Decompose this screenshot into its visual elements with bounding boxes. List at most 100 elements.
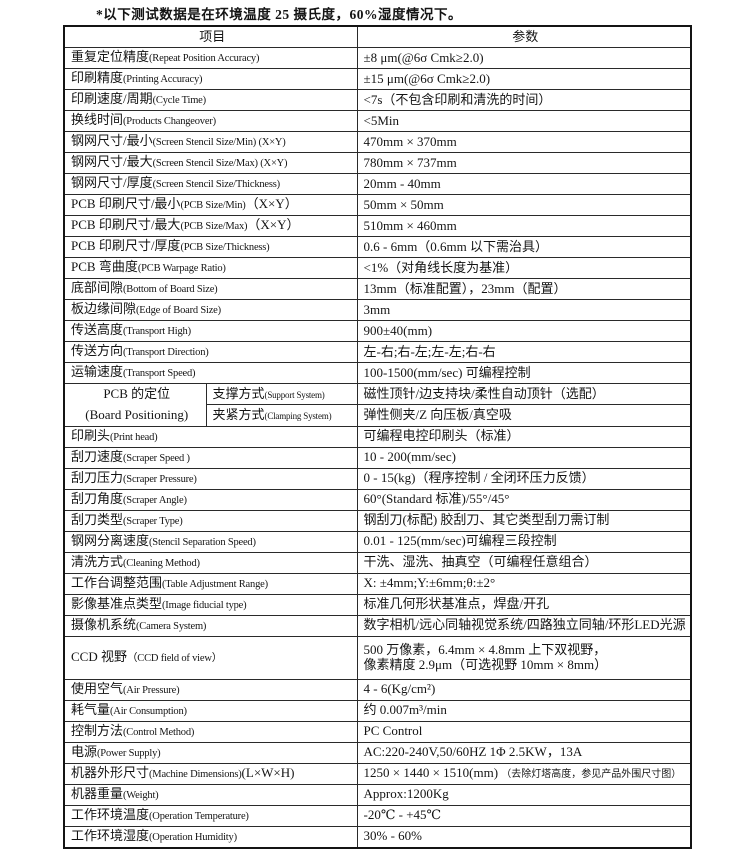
- spec-value: AC:220-240V,50/60HZ 1Φ 2.5KW，13A: [363, 744, 583, 760]
- spec-item-zh: 刮刀压力: [71, 470, 124, 486]
- table-row: CCD 视野（CCD field of view） 500 万像素，6.4mm ×…: [63, 635, 692, 680]
- spec-value-cell: 60°(Standard 标准)/55°/45°: [356, 488, 692, 511]
- spec-item-en: (Scraper Angle): [123, 495, 187, 507]
- spec-item-zh: 印刷头: [71, 428, 111, 444]
- spec-item-cell: 印刷头(Print head): [63, 425, 358, 448]
- spec-value: 20mm - 40mm: [363, 175, 441, 191]
- spec-item-cell: 刮刀角度(Scraper Angle): [63, 488, 358, 511]
- spec-item-en: (PCB Warpage Ratio): [137, 263, 226, 275]
- spec-item-en: (Screen Stencil Size/Min) (X×Y): [152, 137, 286, 149]
- spec-value-cell: 50mm × 50mm: [356, 194, 692, 216]
- spec-value-cell: 磁性顶针/边支持块/柔性自动顶针（选配）: [356, 382, 692, 406]
- spec-value-cell: ±8 μm(@6σ Cmk≥2.0): [356, 47, 692, 69]
- spec-value: PC Control: [363, 723, 423, 739]
- spec-value: 约 0.007m³/min: [363, 702, 447, 718]
- spec-value-cell: 0.01 - 125(mm/sec)可编程三段控制: [356, 530, 692, 553]
- spec-table: 项目 参数 重复定位精度(Repeat Position Accuracy) ±8…: [63, 25, 692, 849]
- table-row: 机器重量(Weight) Approx:1200Kg: [63, 783, 692, 806]
- spec-item-cell: 刮刀速度(Scraper Speed ): [63, 446, 358, 469]
- spec-item-en: (Operation Humidity): [149, 832, 237, 844]
- table-row: 钢网尺寸/最大(Screen Stencil Size/Max) (X×Y) 78…: [63, 152, 692, 174]
- spec-value: 3mm: [363, 301, 391, 317]
- spec-item-cell: 钢网尺寸/最大(Screen Stencil Size/Max) (X×Y): [63, 152, 358, 174]
- spec-item-zh: 重复定位精度: [71, 49, 150, 65]
- spec-item-en: (Control Method): [123, 727, 195, 739]
- spec-value-cell: 左-右;右-左;左-左;右-右: [356, 341, 692, 363]
- spec-item-cell: 影像基准点类型(Image fiducial type): [63, 593, 358, 616]
- group-label-line1: PCB 的定位: [103, 386, 171, 401]
- spec-value-cell: 标准几何形状基准点，焊盘/开孔: [356, 593, 692, 616]
- spec-item-en: (Scraper Speed ): [123, 453, 190, 465]
- spec-item-zh: PCB 印刷尺寸/厚度: [71, 238, 181, 254]
- spec-value: 780mm × 737mm: [363, 154, 457, 170]
- table-row: 印刷头(Print head) 可编程电控印刷头（标准）: [63, 425, 692, 448]
- spec-item-cell: 夹紧方式(Clamping System): [205, 404, 358, 427]
- spec-item-zh: 刮刀角度: [71, 491, 124, 507]
- spec-item-zh: PCB 印刷尺寸/最小: [71, 196, 181, 212]
- spec-item-zh: 传送方向: [71, 343, 124, 359]
- table-row: 工作环境湿度(Operation Humidity) 30% - 60%: [63, 825, 692, 849]
- spec-item-zh: 工作环境湿度: [71, 828, 150, 844]
- spec-value: 标准几何形状基准点，焊盘/开孔: [363, 596, 550, 612]
- spec-value: 900±40(mm): [363, 322, 433, 338]
- table-row: 钢网尺寸/厚度(Screen Stencil Size/Thickness) 20…: [63, 173, 692, 195]
- spec-value: 左-右;右-左;左-左;右-右: [363, 343, 496, 359]
- spec-item-zh: 印刷精度: [71, 70, 124, 86]
- spec-value-cell: 10 - 200(mm/sec): [356, 446, 692, 469]
- table-row: 传送方向(Transport Direction) 左-右;右-左;左-左;右-右: [63, 341, 692, 363]
- spec-value: 10 - 200(mm/sec): [363, 449, 456, 465]
- spec-item-zh: 印刷速度/周期: [71, 91, 153, 107]
- spec-item-cell: 运输速度(Transport Speed): [63, 362, 358, 384]
- table-row: 换线时间(Products Changeover) <5Min: [63, 110, 692, 132]
- spec-item-en: (Printing Accuracy): [123, 74, 203, 86]
- spec-item-en: (Clamping System): [264, 410, 332, 421]
- spec-value-cell: 780mm × 737mm: [356, 152, 692, 174]
- spec-item-cell: 钢网尺寸/最小(Screen Stencil Size/Min) (X×Y): [63, 131, 358, 153]
- test-conditions-note: *以下测试数据是在环境温度 25 摄氏度，60%湿度情况下。: [96, 7, 462, 22]
- spec-item-zh: 夹紧方式: [212, 406, 265, 422]
- spec-value-cell: 13mm（标准配置），23mm（配置）: [356, 278, 692, 300]
- spec-item-en: (Screen Stencil Size/Thickness): [152, 179, 281, 191]
- spec-item-en: (Products Changeover): [123, 116, 216, 128]
- spec-item-en: (PCB Size/Thickness): [180, 242, 270, 254]
- spec-item-zh: 刮刀类型: [71, 512, 124, 528]
- spec-item-zh: 底部间隙: [71, 280, 124, 296]
- spec-value-cell: 可编程电控印刷头（标准）: [356, 425, 692, 448]
- spec-item-cell: 工作台调整范围(Table Adjustment Range): [63, 572, 358, 595]
- spec-item-cell: 印刷速度/周期(Cycle Time): [63, 89, 358, 111]
- spec-item-zh: 控制方法: [71, 723, 124, 739]
- spec-item-zh: 支撑方式: [212, 385, 265, 401]
- table-row: PCB 弯曲度(PCB Warpage Ratio) <1%（对角线长度为基准）: [63, 257, 692, 279]
- spec-value: 数字相机/远心同轴视觉系统/四路独立同轴/环形LED光源: [363, 617, 686, 633]
- table-row: 印刷速度/周期(Cycle Time) <7s（不包含印刷和清洗的时间）: [63, 89, 692, 111]
- spec-item-zh: 板边缘间隙: [71, 301, 137, 317]
- table-row: PCB 印刷尺寸/最大(PCB Size/Max)（X×Y） 510mm × 46…: [63, 215, 692, 237]
- spec-item-en: (Support System): [264, 389, 325, 400]
- table-row: 板边缘间隙(Edge of Board Size) 3mm: [63, 299, 692, 321]
- spec-item-zh: 清洗方式: [71, 554, 124, 570]
- spec-value: 磁性顶针/边支持块/柔性自动顶针（选配）: [363, 385, 605, 401]
- spec-value-cell: <7s（不包含印刷和清洗的时间）: [356, 89, 692, 111]
- spec-value-cell: 4 - 6(Kg/cm²): [356, 678, 692, 701]
- table-row: 摄像机系统(Camera System) 数字相机/远心同轴视觉系统/四路独立同轴…: [63, 614, 692, 637]
- spec-item-cell: 板边缘间隙(Edge of Board Size): [63, 299, 358, 321]
- spec-value-cell: 数字相机/远心同轴视觉系统/四路独立同轴/环形LED光源: [356, 614, 692, 637]
- spec-item-cell: 钢网分离速度(Stencil Separation Speed): [63, 530, 358, 553]
- spec-item-zh: 工作环境温度: [71, 807, 150, 823]
- spec-item-cell: 钢网尺寸/厚度(Screen Stencil Size/Thickness): [63, 173, 358, 195]
- spec-value: 500 万像素，6.4mm × 4.8mm 上下双视野， 像素精度 2.9μm（…: [363, 641, 608, 672]
- table-row: PCB 印刷尺寸/厚度(PCB Size/Thickness) 0.6 - 6mm…: [63, 236, 692, 258]
- spec-item-cell: 换线时间(Products Changeover): [63, 110, 358, 132]
- table-row: 刮刀角度(Scraper Angle) 60°(Standard 标准)/55°/…: [63, 488, 692, 511]
- spec-item-cell: 传送方向(Transport Direction): [63, 341, 358, 363]
- spec-item-zh: 运输速度: [71, 364, 124, 380]
- spec-value: 可编程电控印刷头（标准）: [363, 428, 520, 444]
- spec-item-en: (Transport High): [123, 326, 191, 338]
- spec-item-zh: 换线时间: [71, 112, 124, 128]
- spec-item-en: (Scraper Type): [123, 516, 183, 528]
- spec-value-cell: 100-1500(mm/sec) 可编程控制: [356, 362, 692, 384]
- spec-item-en: (Print head): [110, 432, 158, 444]
- spec-item-en: （CCD field of view）: [126, 653, 223, 665]
- spec-item-en: (Screen Stencil Size/Max) (X×Y): [152, 158, 288, 170]
- spec-value-cell: PC Control: [356, 720, 692, 743]
